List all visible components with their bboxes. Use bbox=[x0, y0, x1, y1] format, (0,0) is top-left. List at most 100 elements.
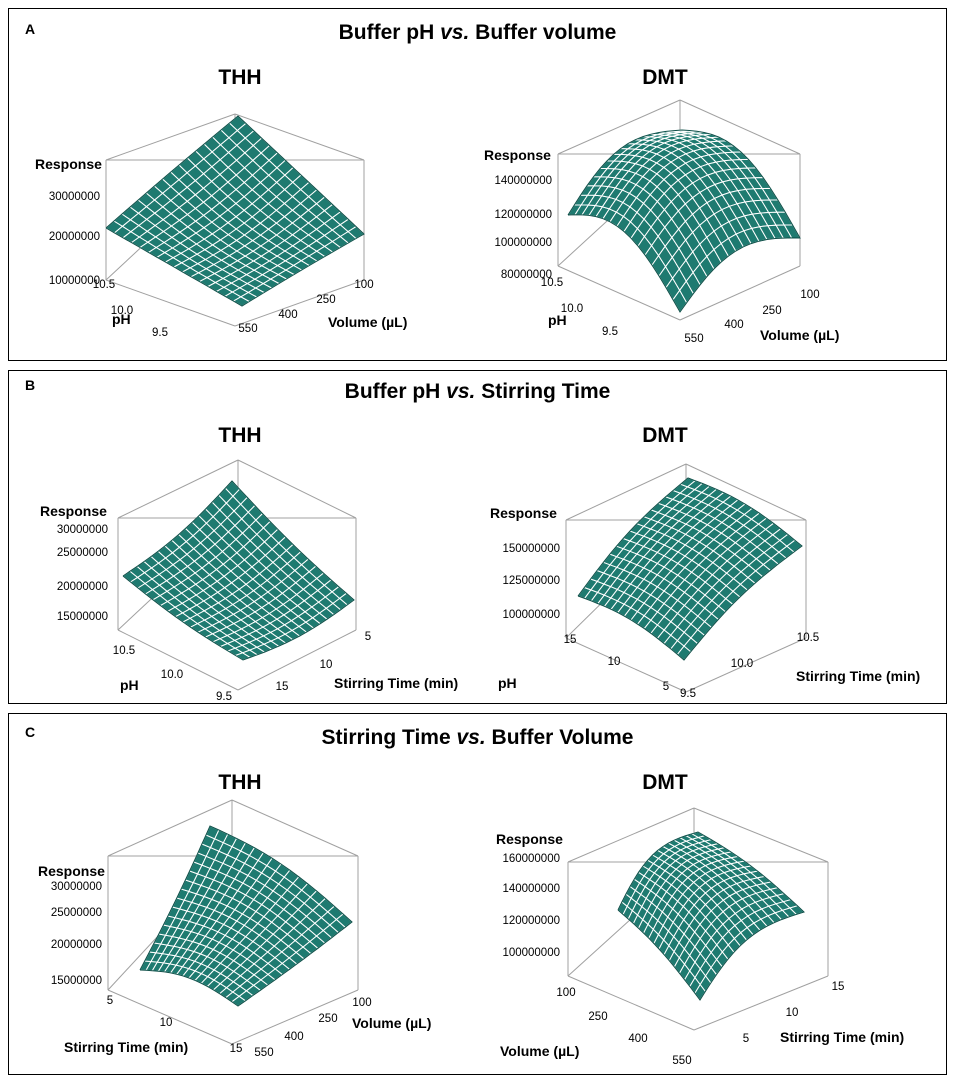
panel-c: C Stirring Time vs. Buffer Volume bbox=[8, 713, 947, 1075]
axis-box-edge bbox=[105, 279, 236, 327]
z-tick-label: 15000000 bbox=[57, 611, 108, 623]
axis-box-edge bbox=[693, 807, 829, 863]
x-axis-label: Volume (µL) bbox=[760, 327, 839, 343]
x-axis-label: Volume (µL) bbox=[328, 314, 407, 330]
z-axis-label: Response bbox=[496, 831, 563, 847]
x-axis-label: Stirring Time (min) bbox=[334, 675, 458, 691]
y-tick-label: 5 bbox=[663, 681, 669, 693]
y-tick-label: 400 bbox=[628, 1033, 647, 1045]
x-tick-label: 5 bbox=[365, 631, 371, 643]
x-tick-label: 10 bbox=[786, 1007, 799, 1019]
x-tick-label: 5 bbox=[743, 1033, 749, 1045]
z-tick-label: 25000000 bbox=[51, 907, 102, 919]
z-tick-label: 20000000 bbox=[51, 939, 102, 951]
y-tick-label: 100 bbox=[556, 987, 575, 999]
y-tick-label: 550 bbox=[672, 1055, 691, 1067]
z-axis-label: Response bbox=[484, 147, 551, 163]
axis-box-edge bbox=[231, 799, 359, 857]
x-axis-label: Stirring Time (min) bbox=[780, 1029, 904, 1045]
z-axis-label: Response bbox=[490, 505, 557, 521]
y-tick-label: 10.5 bbox=[113, 645, 135, 657]
x-tick-label: 400 bbox=[284, 1031, 303, 1043]
y-tick-label: 10.0 bbox=[161, 669, 183, 681]
z-tick-label: 25000000 bbox=[57, 547, 108, 559]
surface-plot-c-thh bbox=[107, 799, 359, 1045]
z-tick-label: 20000000 bbox=[57, 581, 108, 593]
panel-title: Stirring Time vs. Buffer Volume bbox=[321, 726, 634, 749]
axis-box-edge bbox=[693, 975, 829, 1031]
axis-box-edge bbox=[237, 459, 357, 519]
y-axis-label: pH bbox=[548, 312, 567, 328]
z-tick-label: 10000000 bbox=[49, 275, 100, 287]
z-tick-label: 100000000 bbox=[494, 237, 552, 249]
surface-plot-c-dmt bbox=[567, 807, 829, 1031]
chart-title: DMT bbox=[642, 771, 688, 794]
y-axis-label: Volume (µL) bbox=[500, 1043, 579, 1059]
x-tick-label: 400 bbox=[724, 319, 743, 331]
x-tick-label: 550 bbox=[254, 1047, 273, 1059]
y-tick-label: 9.5 bbox=[216, 691, 232, 703]
axis-box-edge bbox=[565, 463, 687, 521]
axis-box-edge bbox=[685, 637, 807, 693]
x-tick-label: 10 bbox=[320, 659, 333, 671]
y-axis-label: pH bbox=[120, 677, 139, 693]
chart-title: DMT bbox=[642, 66, 688, 89]
axis-box-edge bbox=[237, 629, 357, 691]
axis-box-edge bbox=[679, 265, 801, 321]
y-tick-label: 10.0 bbox=[561, 303, 583, 315]
x-tick-label: 550 bbox=[238, 323, 257, 335]
surface-outline bbox=[122, 480, 355, 661]
y-tick-label: 15 bbox=[564, 634, 577, 646]
panel-a: A Buffer pH vs. Buffer volume bbox=[8, 8, 947, 361]
y-tick-label: 5 bbox=[107, 995, 113, 1007]
x-tick-label: 250 bbox=[762, 305, 781, 317]
axis-box-edge bbox=[117, 629, 239, 691]
chart-title: THH bbox=[218, 424, 262, 447]
x-tick-label: 15 bbox=[832, 981, 845, 993]
y-tick-label: 10 bbox=[160, 1017, 173, 1029]
axis-box-edge bbox=[107, 799, 233, 857]
axis-box-edge bbox=[234, 113, 365, 161]
surface-plot-b-thh bbox=[117, 459, 357, 691]
y-tick-label: 9.5 bbox=[152, 327, 168, 339]
z-tick-label: 160000000 bbox=[502, 853, 560, 865]
surface-outline bbox=[577, 477, 803, 661]
axis-box-edge bbox=[107, 989, 233, 1045]
z-tick-label: 80000000 bbox=[501, 269, 552, 281]
axis-box-edge bbox=[679, 99, 801, 155]
y-tick-label: 9.5 bbox=[602, 326, 618, 338]
x-tick-label: 250 bbox=[316, 294, 335, 306]
z-tick-label: 125000000 bbox=[502, 575, 560, 587]
chart-title: THH bbox=[218, 771, 262, 794]
y-tick-label: 10.5 bbox=[93, 279, 115, 291]
z-axis-label: Response bbox=[40, 503, 107, 519]
panel-label: C bbox=[25, 724, 36, 740]
axis-box-edge bbox=[565, 637, 687, 693]
y-axis-label: pH bbox=[112, 311, 131, 327]
axis-box-edge bbox=[685, 463, 807, 521]
z-tick-label: 20000000 bbox=[49, 231, 100, 243]
axis-box-edge bbox=[117, 459, 239, 519]
z-axis-label: Response bbox=[35, 156, 102, 172]
panel-label: A bbox=[25, 21, 36, 37]
x-tick-label: 100 bbox=[352, 997, 371, 1009]
x-tick-label: 550 bbox=[684, 333, 703, 345]
z-tick-label: 100000000 bbox=[502, 609, 560, 621]
x-axis-label: pH bbox=[498, 675, 517, 691]
axis-box-edge bbox=[557, 265, 681, 321]
z-axis-label: Response bbox=[38, 863, 105, 879]
surface-outline bbox=[105, 115, 365, 307]
z-tick-label: 100000000 bbox=[502, 947, 560, 959]
axis-box-edge bbox=[105, 113, 236, 161]
x-tick-label: 15 bbox=[276, 681, 289, 693]
chart-title: THH bbox=[218, 66, 262, 89]
z-tick-label: 30000000 bbox=[51, 881, 102, 893]
panel-label: B bbox=[25, 377, 36, 393]
panel-title: Buffer pH vs. Stirring Time bbox=[344, 380, 611, 403]
axis-box-edge bbox=[567, 807, 695, 863]
axis-box-edge bbox=[567, 975, 695, 1031]
z-tick-label: 15000000 bbox=[51, 975, 102, 987]
panel-b: B Buffer pH vs. Stirring Time bbox=[8, 370, 947, 704]
surface-plot-b-dmt bbox=[565, 463, 807, 693]
chart-title: DMT bbox=[642, 424, 688, 447]
